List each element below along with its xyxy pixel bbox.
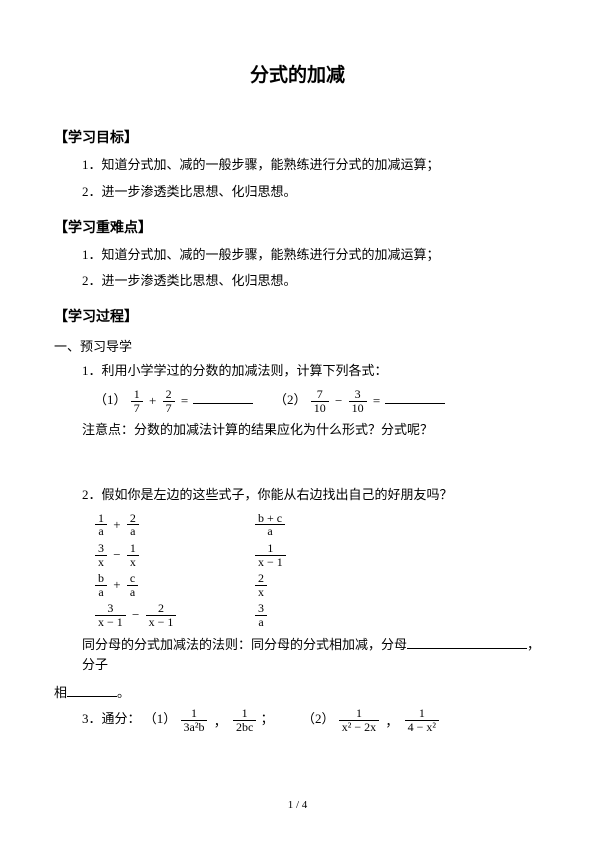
q3-part1: 3．通分： （1） 13a²b ， 12bc ；: [82, 707, 302, 733]
q3-p2-label: （2）: [302, 711, 335, 726]
equals-icon: =: [179, 393, 190, 409]
equals-icon: =: [371, 393, 382, 409]
plus-icon: +: [147, 393, 158, 409]
q1-p1-label: （1）: [94, 392, 127, 407]
q1-expressions: （1） 17 + 27 = （2） 710 − 310 =: [94, 388, 541, 414]
section-objectives-heading: 【学习目标】: [54, 127, 541, 147]
blank-answer-2[interactable]: [385, 390, 445, 404]
frac-1-3a2b: 13a²b: [181, 707, 208, 733]
spacer: [54, 447, 541, 479]
blank-rule-1[interactable]: [407, 635, 527, 649]
rule-line-2: 相。: [54, 682, 541, 701]
frac-1-2bc: 12bc: [233, 707, 256, 733]
match-right-2: 1x − 1: [254, 542, 541, 568]
q3-row: 3．通分： （1） 13a²b ， 12bc ； （2） 1x² − 2x ， …: [82, 707, 541, 733]
page-number: 1 / 4: [0, 799, 595, 811]
objective-line-2: 2．进一步渗透类比思想、化归思想。: [82, 182, 541, 203]
q2-text: 2．假如你是左边的这些式子，你能从右边找出自己的好朋友吗？: [82, 485, 541, 506]
match-row-4: 3x − 1 − 2x − 1 3a: [94, 602, 541, 628]
frac-1-4-x2: 14 − x²: [405, 707, 439, 733]
match-right-4: 3a: [254, 602, 541, 628]
q1-part2: （2） 710 − 310 =: [274, 388, 541, 414]
preview-heading: 一、预习导学: [54, 336, 541, 355]
semicolon: ；: [261, 711, 274, 726]
frac-2-7: 27: [163, 388, 175, 414]
q1-p2-label: （2）: [274, 392, 307, 407]
match-right-1: b + ca: [254, 512, 541, 538]
section-process-heading: 【学习过程】: [54, 306, 541, 326]
q1-text: 1．利用小学学过的分数的加减法则，计算下列各式：: [82, 361, 541, 382]
document-title: 分式的加减: [54, 60, 541, 87]
comma-sep: ，: [383, 711, 400, 730]
comma-sep: ，: [212, 711, 229, 730]
q1-note: 注意点：分数的加减法计算的结果应化为什么形式？分式呢？: [82, 420, 541, 441]
match-right-3: 2x: [254, 572, 541, 598]
keypoint-line-1: 1．知道分式加、减的一般步骤，能熟练进行分式的加减运算；: [82, 245, 541, 266]
match-left-4: 3x − 1 − 2x − 1: [94, 602, 254, 628]
rule-line-1: 同分母的分式加减法的法则：同分母的分式相加减，分母，分子: [82, 635, 541, 677]
q3-p1-label: （1）: [144, 711, 177, 726]
frac-7-10: 710: [311, 388, 329, 414]
match-row-2: 3x − 1x 1x − 1: [94, 542, 541, 568]
q3-part2: （2） 1x² − 2x ， 14 − x²: [302, 707, 541, 733]
minus-icon: −: [333, 393, 344, 409]
frac-3-10: 310: [349, 388, 367, 414]
q3-text: 3．通分：: [82, 711, 141, 726]
blank-answer-1[interactable]: [193, 390, 253, 404]
frac-1-x2-2x: 1x² − 2x: [339, 707, 379, 733]
match-row-3: ba + ca 2x: [94, 572, 541, 598]
objective-line-1: 1．知道分式加、减的一般步骤，能熟练进行分式的加减运算；: [82, 155, 541, 176]
frac-1-7: 17: [131, 388, 143, 414]
blank-rule-2[interactable]: [67, 683, 117, 697]
match-left-3: ba + ca: [94, 572, 254, 598]
page-container: 分式的加减 【学习目标】 1．知道分式加、减的一般步骤，能熟练进行分式的加减运算…: [0, 0, 595, 779]
match-row-1: 1a + 2a b + ca: [94, 512, 541, 538]
q1-part1: （1） 17 + 27 =: [94, 388, 274, 414]
section-keypoints-heading: 【学习重难点】: [54, 217, 541, 237]
match-left-2: 3x − 1x: [94, 542, 254, 568]
match-left-1: 1a + 2a: [94, 512, 254, 538]
keypoint-line-2: 2．进一步渗透类比思想、化归思想。: [82, 271, 541, 292]
